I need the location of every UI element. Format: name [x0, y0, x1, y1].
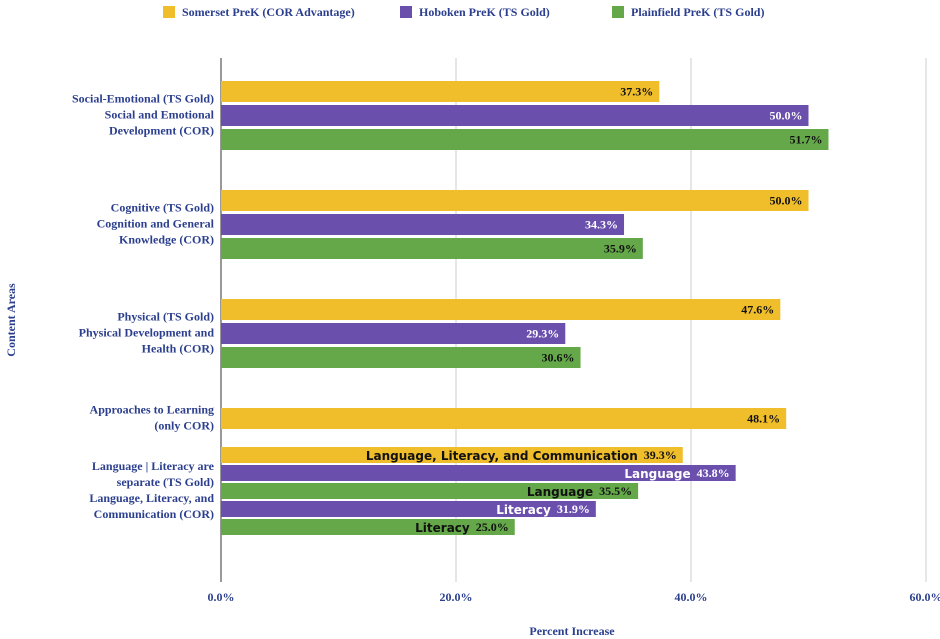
data-label-value: 35.5%: [599, 484, 632, 498]
y-tick-label: Physical Development and: [79, 325, 215, 339]
data-label-tag: Language, Literacy, and Communication: [366, 449, 638, 463]
data-label: 29.3%: [526, 326, 559, 340]
bar: [221, 299, 781, 320]
data-label-value: 34.3%: [585, 217, 618, 231]
data-label: Language 35.5%: [527, 484, 632, 499]
legend-label: Hoboken PreK (TS Gold): [419, 5, 550, 19]
data-label: Literacy 25.0%: [415, 520, 509, 535]
bar: [221, 347, 581, 368]
bar: [221, 483, 639, 499]
legend-swatch: [612, 6, 624, 18]
bar: [221, 501, 596, 517]
bar: [221, 323, 566, 344]
data-label-value: 30.6%: [542, 350, 575, 364]
bar: [221, 190, 809, 211]
y-tick-label: (only COR): [154, 418, 214, 432]
data-label: Language, Literacy, and Communication 39…: [366, 448, 677, 463]
bar: [221, 81, 660, 102]
legend-swatch: [400, 6, 412, 18]
y-tick-label: Communication (COR): [94, 507, 214, 521]
y-tick-label: Cognitive (TS Gold): [111, 200, 214, 214]
legend-label: Plainfield PreK (TS Gold): [631, 5, 764, 19]
x-tick-label: 20.0%: [440, 590, 473, 604]
bar: [221, 447, 683, 463]
y-tick-label: Language | Literacy are: [92, 459, 215, 473]
y-tick-label: Language, Literacy, and: [89, 491, 214, 505]
data-label-value: 35.9%: [604, 241, 637, 255]
bar: [221, 129, 829, 150]
data-label: 47.6%: [741, 302, 774, 316]
legend-label: Somerset PreK (COR Advantage): [182, 5, 355, 19]
data-label: Literacy 31.9%: [496, 502, 590, 517]
y-tick-label: Social-Emotional (TS Gold): [72, 91, 214, 105]
data-label-value: 25.0%: [476, 520, 509, 534]
data-label: 30.6%: [542, 350, 575, 364]
y-axis-title: Content Areas: [4, 283, 18, 357]
y-tick-label: Knowledge (COR): [119, 232, 214, 246]
data-label: 48.1%: [747, 411, 780, 425]
bar: [221, 238, 643, 259]
data-label-tag: Language: [624, 467, 690, 481]
y-tick-label: Physical (TS Gold): [117, 309, 214, 323]
data-label: 35.9%: [604, 241, 637, 255]
data-label-value: 50.0%: [770, 108, 803, 122]
data-label-value: 39.3%: [644, 448, 677, 462]
x-tick-label: 0.0%: [208, 590, 235, 604]
data-label-value: 43.8%: [697, 466, 730, 480]
x-tick-label: 40.0%: [675, 590, 708, 604]
data-label: Language 43.8%: [624, 466, 729, 481]
bar: [221, 519, 515, 535]
data-label-value: 31.9%: [557, 502, 590, 516]
y-tick-label: Cognition and General: [97, 216, 215, 230]
x-axis-title: Percent Increase: [529, 624, 615, 638]
data-label: 37.3%: [620, 84, 653, 98]
y-tick-label: Approaches to Learning: [90, 402, 214, 416]
data-label: 51.7%: [789, 132, 822, 146]
y-tick-label: Development (COR): [109, 123, 214, 137]
data-label-tag: Language: [527, 485, 593, 499]
legend-swatch: [163, 6, 175, 18]
data-label: 34.3%: [585, 217, 618, 231]
data-label: 50.0%: [770, 193, 803, 207]
data-label: 50.0%: [770, 108, 803, 122]
data-label-value: 51.7%: [789, 132, 822, 146]
bar: [221, 105, 809, 126]
data-label-value: 29.3%: [526, 326, 559, 340]
bar: [221, 214, 625, 235]
bar: [221, 408, 787, 429]
data-label-tag: Literacy: [496, 503, 551, 517]
y-tick-label: Health (COR): [142, 341, 214, 355]
data-label-value: 48.1%: [747, 411, 780, 425]
data-label-tag: Literacy: [415, 521, 470, 535]
x-tick-label: 60.0%: [910, 590, 940, 604]
y-tick-label: Social and Emotional: [105, 107, 215, 121]
bar: [221, 465, 736, 481]
data-label-value: 37.3%: [620, 84, 653, 98]
y-tick-label: separate (TS Gold): [117, 475, 214, 489]
data-label-value: 47.6%: [741, 302, 774, 316]
data-label-value: 50.0%: [770, 193, 803, 207]
